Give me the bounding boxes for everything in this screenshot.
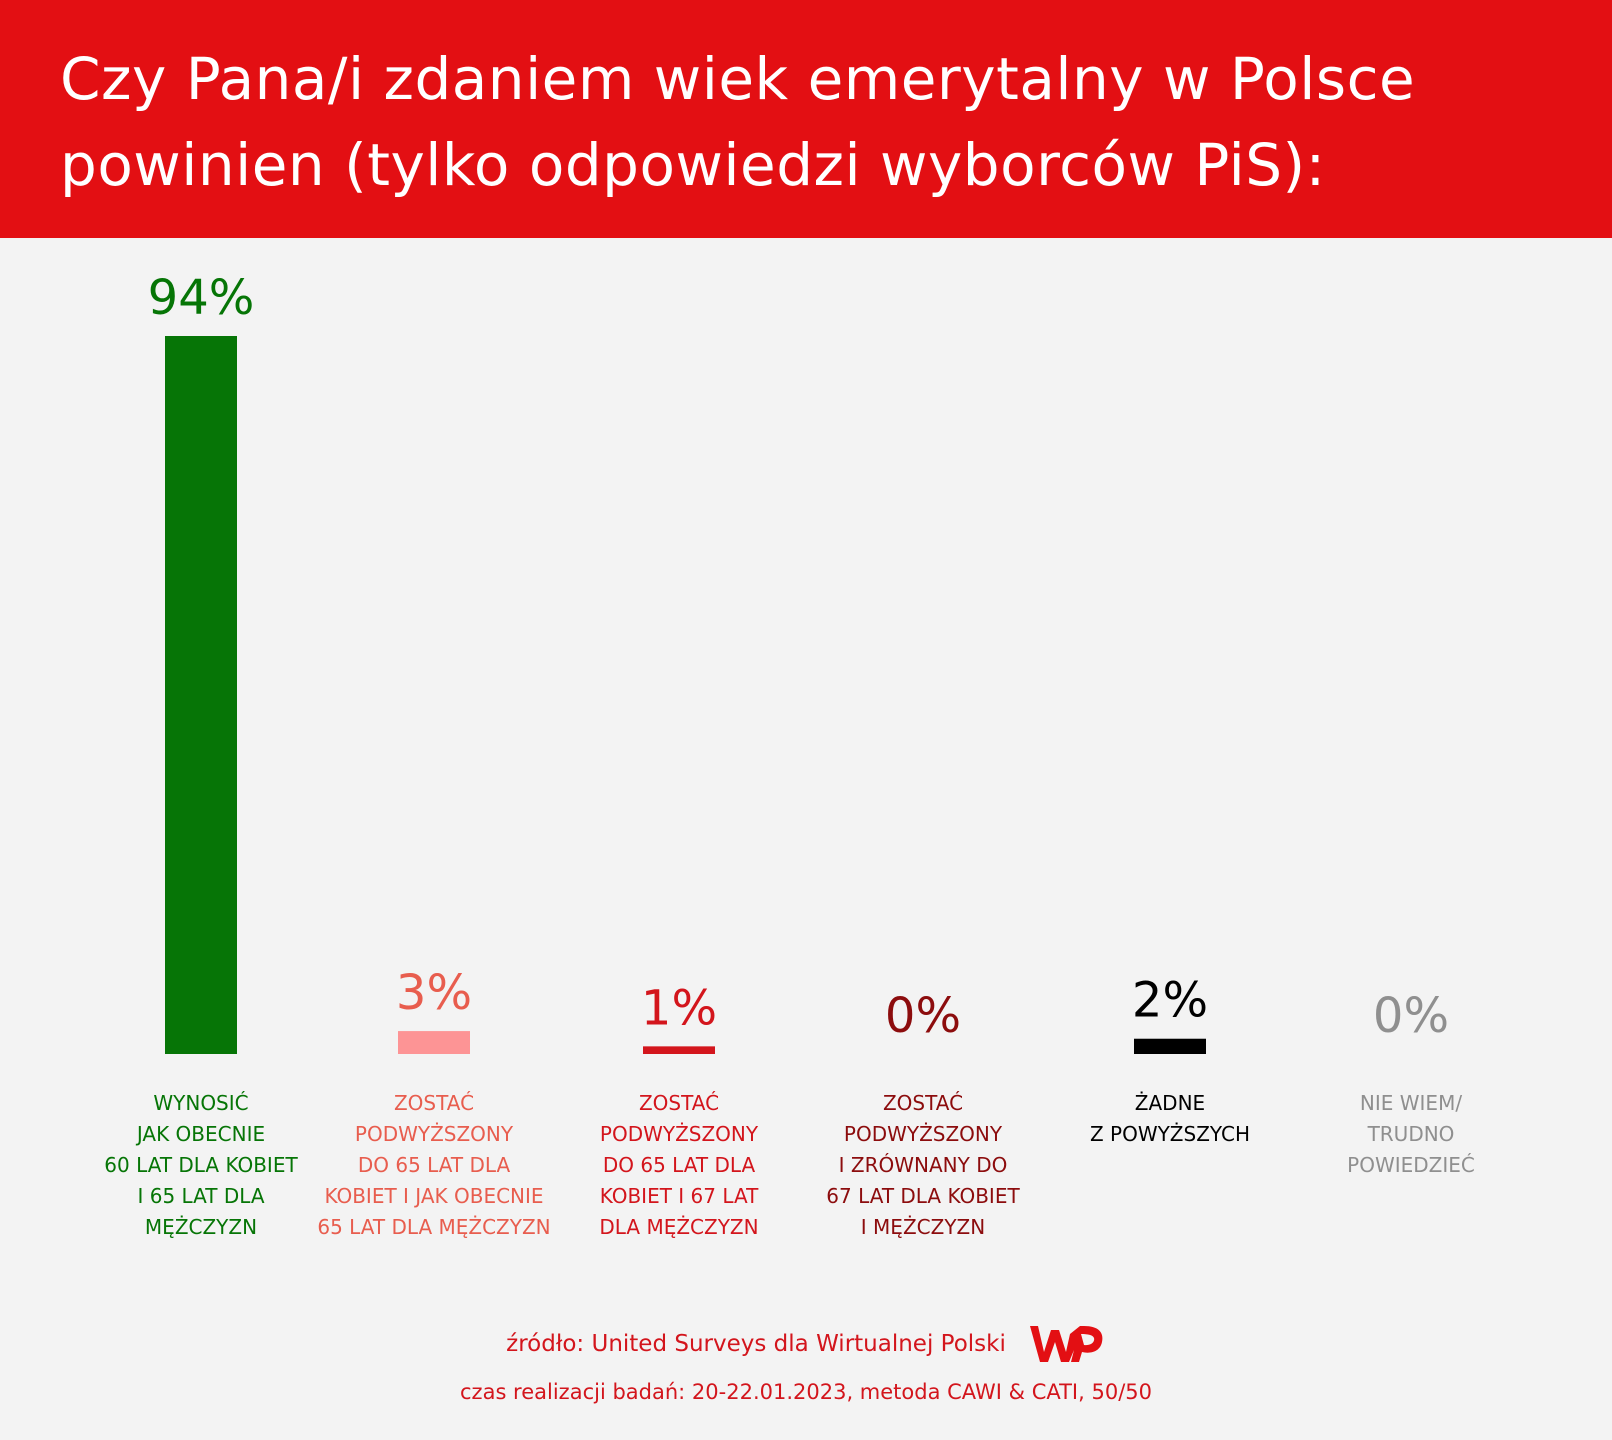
method-text: czas realizacji badań: 20-22.01.2023, me… xyxy=(460,1380,1152,1404)
wp-logo xyxy=(1029,1326,1103,1362)
category-label-4-line-4: 67 LAT DLA KOBIET xyxy=(826,1184,1020,1208)
category-label-2: ZOSTAĆ PODWYŻSZONY DO 65 LAT DLA KOBIET I J… xyxy=(299,1088,569,1243)
category-label-2-line-1: ZOSTAĆ xyxy=(393,1091,475,1115)
category-label-6-line-3: POWIEDZIEĆ xyxy=(1347,1153,1475,1177)
category-label-6-line-2: TRUDNO xyxy=(1367,1122,1455,1146)
category-label-4-line-3: I ZRÓWNANY DO xyxy=(838,1153,1008,1177)
category-label-1-line-2: JAK OBECNIE xyxy=(136,1122,266,1146)
source-text: źródło: United Surveys dla Wirtualnej Po… xyxy=(506,1331,1006,1357)
source-line: źródło: United Surveys dla Wirtualnej Po… xyxy=(0,1316,1612,1372)
category-label-5-line-2: Z POWYŻSZYCH xyxy=(1089,1122,1251,1146)
category-label-3-line-5: DLA MĘŻCZYZN xyxy=(599,1215,759,1239)
category-label-4: ZOSTAĆ PODWYŻSZONY I ZRÓWNANY DO 67 LAT DLA… xyxy=(788,1088,1058,1243)
category-label-6-line-1: NIE WIEM/ xyxy=(1359,1091,1463,1115)
category-label-3-line-3: DO 65 LAT DLA xyxy=(602,1153,756,1177)
category-label-1-line-5: MĘŻCZYZN xyxy=(144,1215,258,1239)
bar-2 xyxy=(398,1031,470,1054)
category-label-3-line-1: ZOSTAĆ xyxy=(638,1091,720,1115)
category-label-1: WYNOSIĆ JAK OBECNIE 60 LAT DLA KOBIET I 65 … xyxy=(66,1088,336,1243)
category-label-1-line-1: WYNOSIĆ xyxy=(153,1091,249,1115)
header-banner: Czy Pana/i zdaniem wiek emerytalny w Pol… xyxy=(0,0,1612,238)
chart-title: Czy Pana/i zdaniem wiek emerytalny w Pol… xyxy=(60,36,1580,208)
category-label-6: NIE WIEM/TRUDNO POWIEDZIEĆ xyxy=(1276,1088,1546,1181)
value-label-3: 1% xyxy=(641,980,717,1036)
category-label-4-line-1: ZOSTAĆ xyxy=(882,1091,964,1115)
category-label-4-line-2: PODWYŻSZONY xyxy=(843,1122,1003,1146)
category-label-1-line-3: 60 LAT DLA KOBIET xyxy=(104,1153,298,1177)
bar-5 xyxy=(1134,1038,1206,1054)
category-label-2-line-4: KOBIET I JAK OBECNIE xyxy=(324,1184,544,1208)
category-label-5-line-1: ŻADNE xyxy=(1134,1091,1206,1115)
title-line-1: Czy Pana/i zdaniem wiek emerytalny w Pol… xyxy=(60,45,1416,113)
category-label-2-line-3: DO 65 LAT DLA xyxy=(357,1153,511,1177)
bar-1 xyxy=(165,336,237,1054)
value-label-4: 0% xyxy=(885,988,961,1044)
category-label-2-line-5: 65 LAT DLA MĘŻCZYZN xyxy=(317,1215,551,1239)
category-label-1-line-4: I 65 LAT DLA xyxy=(137,1184,265,1208)
category-label-4-line-5: I MĘŻCZYZN xyxy=(860,1215,986,1239)
category-label-3-line-2: PODWYŻSZONY xyxy=(599,1122,759,1146)
bar-3 xyxy=(643,1046,715,1054)
category-label-2-line-2: PODWYŻSZONY xyxy=(354,1122,514,1146)
category-label-5: ŻADNE Z POWYŻSZYCH xyxy=(1035,1088,1305,1150)
value-label-6: 0% xyxy=(1373,988,1449,1044)
bar-chart: 94% 3% 1% 0% 2% 0% xyxy=(148,270,1449,1054)
value-label-2: 3% xyxy=(396,965,472,1021)
value-label-5: 2% xyxy=(1132,973,1208,1029)
category-label-3: ZOSTAĆ PODWYŻSZONY DO 65 LAT DLA KOBIET I 6… xyxy=(544,1088,814,1243)
category-label-3-line-4: KOBIET I 67 LAT xyxy=(599,1184,759,1208)
value-label-1: 94% xyxy=(148,270,255,326)
title-line-2: powinien (tylko odpowiedzi wyborców PiS)… xyxy=(60,131,1326,199)
footer: źródło: United Surveys dla Wirtualnej Po… xyxy=(0,1316,1612,1404)
